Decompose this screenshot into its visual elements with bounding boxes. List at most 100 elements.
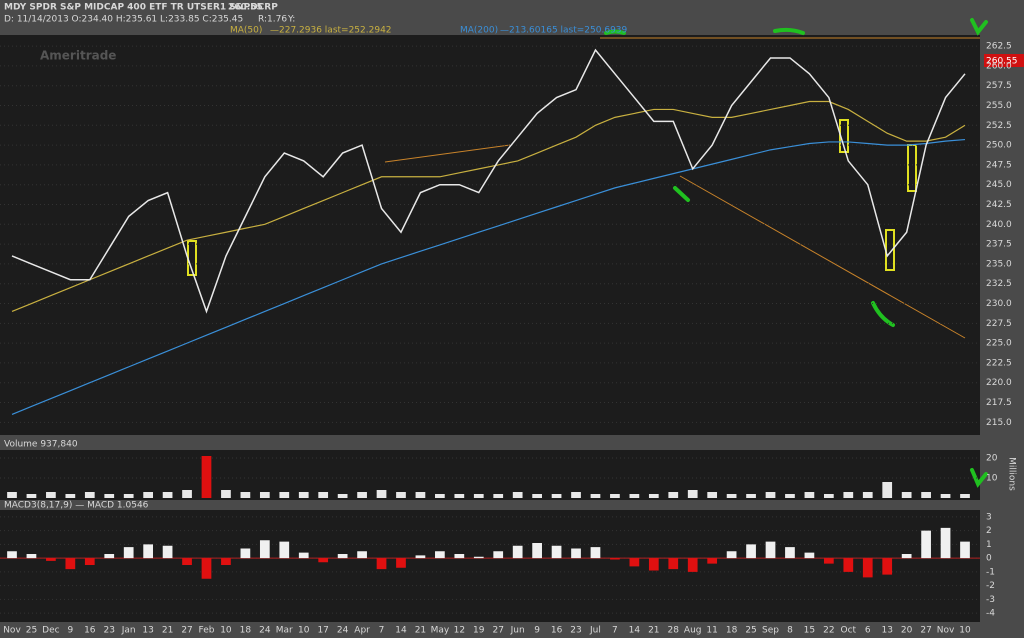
y-tick-label: 230.0: [986, 299, 1012, 309]
bar: [84, 558, 95, 565]
bar: [104, 554, 115, 559]
bar: [746, 544, 756, 559]
x-tick-label: 15: [804, 626, 815, 636]
legend-name: MA(50): [230, 26, 262, 36]
x-tick-label: 14: [395, 626, 407, 636]
x-tick-label: 9: [534, 626, 540, 636]
bar: [240, 492, 251, 498]
x-tick-label: 10: [959, 626, 971, 636]
bar: [182, 490, 192, 498]
x-tick-label: 21: [648, 626, 659, 636]
watermark: Ameritrade: [40, 49, 116, 63]
bar: [221, 558, 231, 565]
bar: [882, 558, 893, 575]
bar: [104, 494, 115, 498]
bar: [376, 490, 387, 498]
x-tick-label: Feb: [199, 626, 215, 636]
bar: [454, 494, 465, 498]
bar: [785, 494, 795, 498]
x-tick-label: 14: [629, 626, 641, 636]
y-tick-label: 227.5: [986, 319, 1012, 329]
bar: [921, 492, 931, 498]
bar: [901, 492, 912, 498]
x-tick-label: 27: [492, 626, 503, 636]
x-tick-label: Aug: [684, 626, 702, 636]
bar: [65, 558, 76, 570]
x-tick-label: 20: [901, 626, 913, 636]
x-tick-label: May: [431, 626, 450, 636]
bar: [610, 558, 620, 560]
bar: [240, 548, 251, 559]
x-tick-label: 16: [84, 626, 96, 636]
bar: [473, 556, 484, 559]
bar: [648, 494, 659, 498]
y-tick-label: 20: [986, 454, 998, 464]
bar: [804, 492, 815, 498]
y-tick-label: -3: [986, 595, 995, 605]
bar: [493, 551, 504, 559]
x-tick-label: Mar: [276, 626, 293, 636]
x-tick-label: Jan: [121, 626, 136, 636]
bar: [862, 492, 873, 498]
y-axis-label: Millions: [1007, 457, 1017, 491]
x-tick-label: Apr: [354, 626, 370, 636]
bar: [590, 494, 601, 498]
bar: [123, 494, 134, 498]
x-tick-label: 9: [67, 626, 73, 636]
y-tick-label: 225.0: [986, 339, 1012, 349]
bar: [396, 492, 406, 498]
bar: [765, 492, 776, 498]
x-tick-label: 18: [726, 626, 738, 636]
bar: [687, 558, 698, 572]
bar: [7, 492, 17, 498]
bar: [162, 545, 173, 559]
x-tick-label: Jun: [510, 626, 525, 636]
bar: [687, 490, 698, 498]
bar: [940, 494, 951, 498]
bar: [259, 492, 270, 498]
y-tick-label: 242.5: [986, 200, 1012, 210]
x-tick-label: 27: [181, 626, 192, 636]
bar: [357, 551, 367, 559]
price-line: [11, 138, 966, 415]
bar: [201, 456, 212, 498]
bar: [726, 494, 737, 498]
bar: [279, 492, 290, 498]
bar: [221, 490, 231, 498]
bar: [298, 492, 309, 498]
y-tick-label: 3: [986, 512, 992, 522]
bar: [823, 558, 834, 564]
x-tick-label: 7: [612, 626, 618, 636]
ohlc-info: D: 11/14/2013 O:234.40 H:235.61 L:233.85…: [4, 15, 243, 25]
y-tick-label: 232.5: [986, 279, 1012, 289]
x-tick-label: Nov: [937, 626, 955, 636]
bar: [785, 547, 795, 559]
y-info: Y:: [287, 15, 295, 25]
bar: [298, 552, 309, 559]
bar: [201, 558, 212, 579]
x-tick-label: 22: [823, 626, 834, 636]
bar: [746, 494, 756, 498]
bar: [804, 552, 815, 559]
bar: [415, 555, 426, 559]
bar: [551, 545, 562, 559]
y-tick-label: 237.5: [986, 240, 1012, 250]
bar: [707, 558, 718, 564]
y-tick-label: 235.0: [986, 259, 1012, 269]
bar: [707, 492, 718, 498]
bar: [629, 494, 640, 498]
bar: [143, 492, 154, 498]
bar: [435, 494, 445, 498]
x-tick-label: 21: [415, 626, 426, 636]
bar: [26, 494, 37, 498]
price-line: [11, 100, 966, 312]
y-tick-label: 245.0: [986, 180, 1012, 190]
bar: [46, 558, 56, 561]
symbol-title: MDY SPDR S&P MIDCAP 400 ETF TR UTSER1 S&…: [4, 3, 278, 13]
bar: [396, 558, 406, 568]
bar: [571, 492, 581, 498]
y-tick-label: 240.0: [986, 220, 1012, 230]
x-tick-label: 24: [259, 626, 271, 636]
y-tick-label: -1: [986, 567, 995, 577]
y-tick-label: 252.5: [986, 121, 1012, 131]
